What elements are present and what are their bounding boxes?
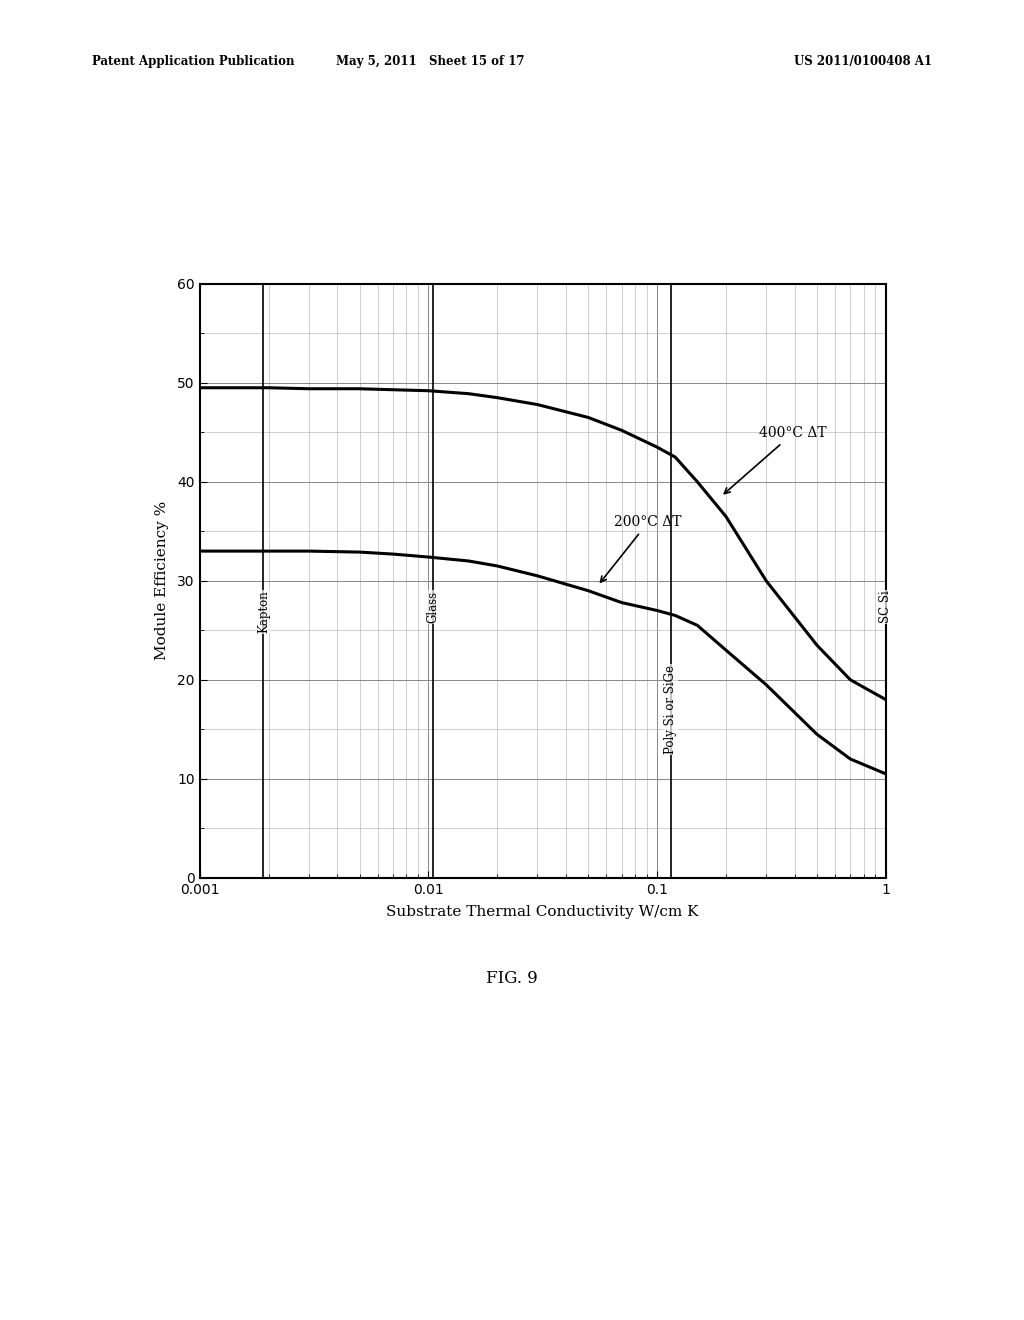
Text: 400°C ΔT: 400°C ΔT — [724, 426, 827, 494]
Y-axis label: Module Efficiency %: Module Efficiency % — [155, 502, 169, 660]
X-axis label: Substrate Thermal Conductivity W/cm K: Substrate Thermal Conductivity W/cm K — [386, 906, 699, 919]
Text: Glass: Glass — [427, 590, 439, 623]
Text: Patent Application Publication: Patent Application Publication — [92, 55, 295, 69]
Text: US 2011/0100408 A1: US 2011/0100408 A1 — [794, 55, 932, 69]
Text: May 5, 2011   Sheet 15 of 17: May 5, 2011 Sheet 15 of 17 — [336, 55, 524, 69]
Text: Kapton: Kapton — [257, 590, 270, 634]
Text: 200°C ΔT: 200°C ΔT — [600, 515, 682, 582]
Text: SC Si: SC Si — [880, 590, 892, 623]
Text: FIG. 9: FIG. 9 — [486, 970, 538, 987]
Text: Poly Si or SiGe: Poly Si or SiGe — [665, 665, 678, 754]
